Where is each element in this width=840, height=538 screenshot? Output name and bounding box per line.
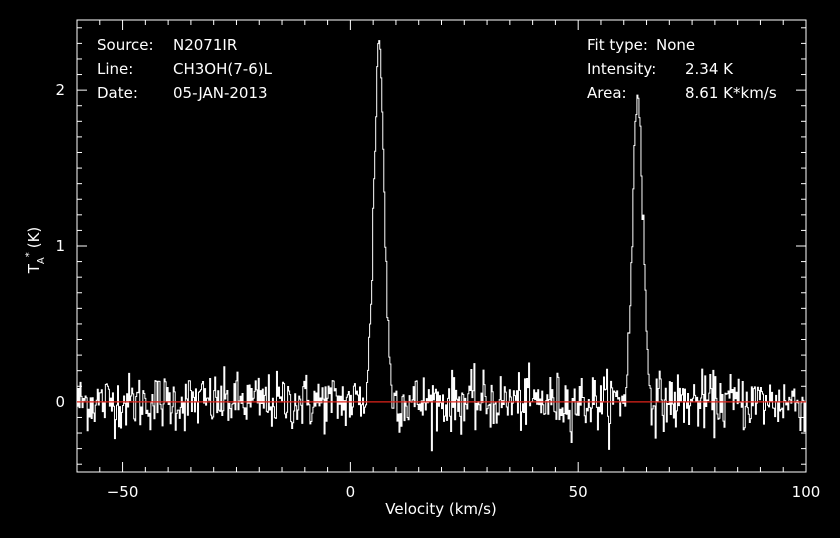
- fit-type-label: Fit type:: [587, 36, 648, 54]
- source-label: Source:: [97, 36, 154, 54]
- y-tick-label: 1: [55, 237, 65, 255]
- line-value: CH3OH(7-6)L: [173, 60, 273, 78]
- x-tick-label: −50: [107, 483, 139, 501]
- intensity-label: Intensity:: [587, 60, 656, 78]
- y-axis-label-sup: *: [24, 252, 35, 257]
- y-axis-label: TA* (K): [24, 227, 47, 275]
- x-tick-label: 50: [569, 483, 588, 501]
- spectrum-series: [77, 40, 806, 452]
- y-tick-label: 0: [55, 393, 65, 411]
- fit-type-value: None: [656, 36, 695, 54]
- y-axis-label-main: T: [25, 263, 43, 274]
- date-value: 05-JAN-2013: [173, 84, 268, 102]
- y-tick-label: 2: [55, 81, 65, 99]
- area-value: 8.61 K*km/s: [685, 84, 777, 102]
- date-label: Date:: [97, 84, 138, 102]
- x-axis-label: Velocity (km/s): [385, 500, 496, 518]
- y-axis-label-sub: A: [36, 257, 47, 264]
- y-axis-label-unit: (K): [25, 227, 43, 249]
- spectrum-line: [77, 40, 806, 452]
- x-tick-label: 100: [792, 483, 821, 501]
- area-label: Area:: [587, 84, 627, 102]
- tick-labels: −50 0 50 100 0 1 2: [55, 81, 820, 501]
- line-label: Line:: [97, 60, 133, 78]
- svg-text:TA*(K): TA* (K): [24, 227, 47, 275]
- source-value: N2071IR: [173, 36, 237, 54]
- intensity-value: 2.34 K: [685, 60, 734, 78]
- x-tick-label: 0: [346, 483, 356, 501]
